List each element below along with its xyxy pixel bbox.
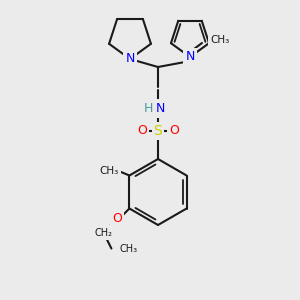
Text: CH₃: CH₃ xyxy=(119,244,137,254)
Text: O: O xyxy=(112,212,122,225)
Text: N: N xyxy=(125,52,135,65)
Text: N: N xyxy=(155,101,165,115)
Text: CH₃: CH₃ xyxy=(210,35,229,45)
Text: O: O xyxy=(169,124,179,137)
Text: S: S xyxy=(154,124,162,138)
Text: CH₃: CH₃ xyxy=(100,166,119,176)
Text: H: H xyxy=(143,101,153,115)
Text: O: O xyxy=(137,124,147,137)
Text: N: N xyxy=(185,50,195,64)
Text: HN: HN xyxy=(141,103,159,116)
Text: CH₂: CH₂ xyxy=(94,227,112,238)
